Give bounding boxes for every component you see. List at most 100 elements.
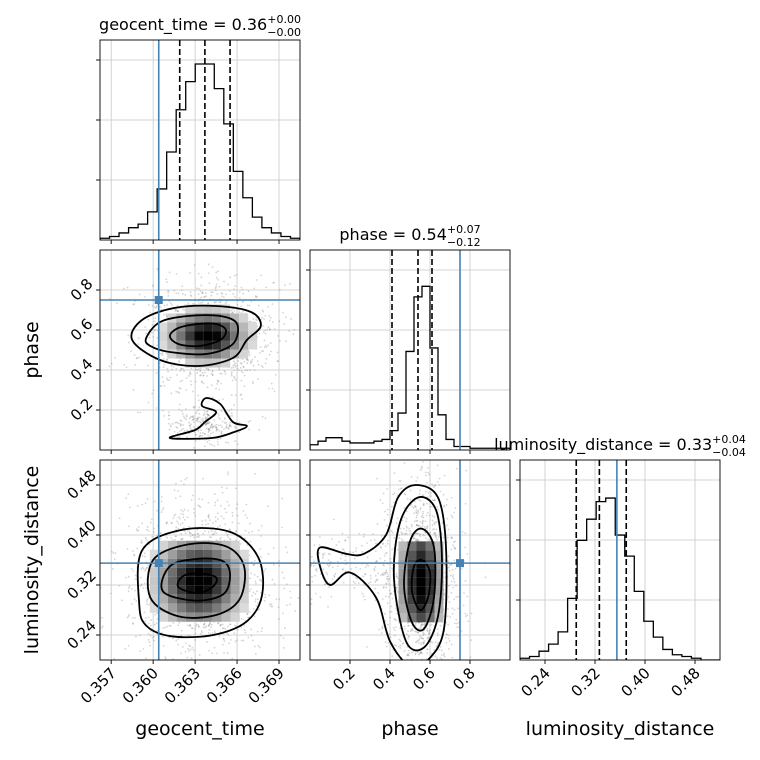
sample-point [433, 456, 435, 458]
sample-point [358, 532, 361, 535]
sample-point [265, 286, 268, 289]
sample-point [369, 577, 372, 580]
sample-point [237, 628, 239, 631]
sample-point [132, 616, 134, 619]
sample-point [378, 628, 381, 631]
sample-point [206, 413, 209, 416]
sample-point [395, 522, 398, 525]
sample-point [289, 590, 292, 593]
sample-point [422, 504, 425, 506]
sample-point [405, 529, 408, 532]
sample-point [185, 389, 188, 392]
sample-point [238, 297, 241, 299]
sample-point [191, 627, 194, 630]
sample-point [165, 247, 167, 249]
sample-point [182, 424, 185, 426]
sample-point [236, 503, 239, 506]
density-cell [158, 567, 168, 577]
sample-point [205, 367, 208, 370]
density-cell [212, 349, 222, 359]
sample-point [125, 497, 128, 500]
sample-point [232, 360, 235, 363]
sample-point [377, 572, 379, 575]
sample-point [395, 589, 398, 591]
sample-point [182, 513, 185, 516]
axes-1-0 [96, 249, 301, 454]
sample-point [449, 685, 451, 687]
density-cell [194, 567, 204, 577]
sample-point [209, 519, 212, 522]
sample-point [437, 641, 440, 644]
sample-point [220, 410, 223, 413]
sample-point [192, 418, 194, 421]
sample-point [168, 379, 171, 382]
sample-point [224, 302, 227, 305]
sample-point [188, 417, 191, 420]
sample-point [436, 464, 439, 467]
sample-point [189, 291, 192, 293]
sample-point [210, 530, 213, 533]
density-cell [230, 612, 240, 622]
sample-point [257, 529, 260, 532]
sample-point [191, 302, 194, 305]
sample-point [200, 418, 203, 421]
sample-point [194, 514, 197, 517]
sample-point [149, 624, 152, 627]
density-cell [185, 313, 195, 323]
sample-point [421, 522, 424, 525]
sample-point [230, 394, 233, 396]
sample-point [241, 288, 244, 291]
sample-point [241, 311, 244, 313]
sample-point [207, 513, 210, 516]
sample-point [278, 288, 281, 291]
sample-point [420, 623, 423, 626]
sample-point [163, 363, 165, 366]
sample-point [279, 634, 282, 637]
sample-point [334, 573, 337, 575]
sample-point [176, 310, 179, 312]
sample-point [263, 346, 266, 349]
sample-point [208, 429, 211, 432]
density-cell [158, 331, 168, 341]
sample-point [173, 430, 176, 433]
sample-point [409, 707, 411, 709]
sample-point [275, 598, 278, 601]
sample-point [236, 367, 239, 370]
sample-point [436, 441, 438, 443]
density-cell [221, 340, 231, 350]
sample-point [200, 302, 202, 305]
sample-point [165, 313, 168, 316]
sample-point [178, 430, 181, 433]
sample-point [405, 517, 408, 520]
sample-point [188, 424, 191, 427]
sample-point [303, 556, 305, 558]
sample-point [341, 532, 344, 535]
sample-point [450, 514, 453, 517]
sample-point [189, 272, 191, 274]
sample-point [182, 368, 185, 370]
sample-point [220, 372, 223, 375]
sample-point [271, 387, 274, 390]
density-cell [221, 576, 231, 586]
sample-point [454, 567, 457, 570]
sample-point [389, 665, 391, 667]
sample-point [381, 502, 384, 505]
sample-point [227, 471, 230, 474]
sample-point [217, 278, 220, 281]
sample-point [402, 539, 404, 542]
sample-point [443, 504, 445, 507]
sample-point [204, 422, 207, 425]
sample-point [310, 603, 313, 605]
density-cell [407, 604, 417, 614]
sample-point [234, 640, 237, 643]
axes-frame [99, 39, 301, 241]
sample-point [278, 560, 280, 562]
sample-point [405, 526, 408, 529]
sample-point [322, 568, 325, 571]
sample-point [395, 619, 398, 622]
density-cell [425, 604, 435, 614]
contour-level [316, 484, 448, 660]
sample-point [423, 526, 426, 528]
sample-point [409, 489, 412, 492]
sample-point [195, 536, 198, 538]
